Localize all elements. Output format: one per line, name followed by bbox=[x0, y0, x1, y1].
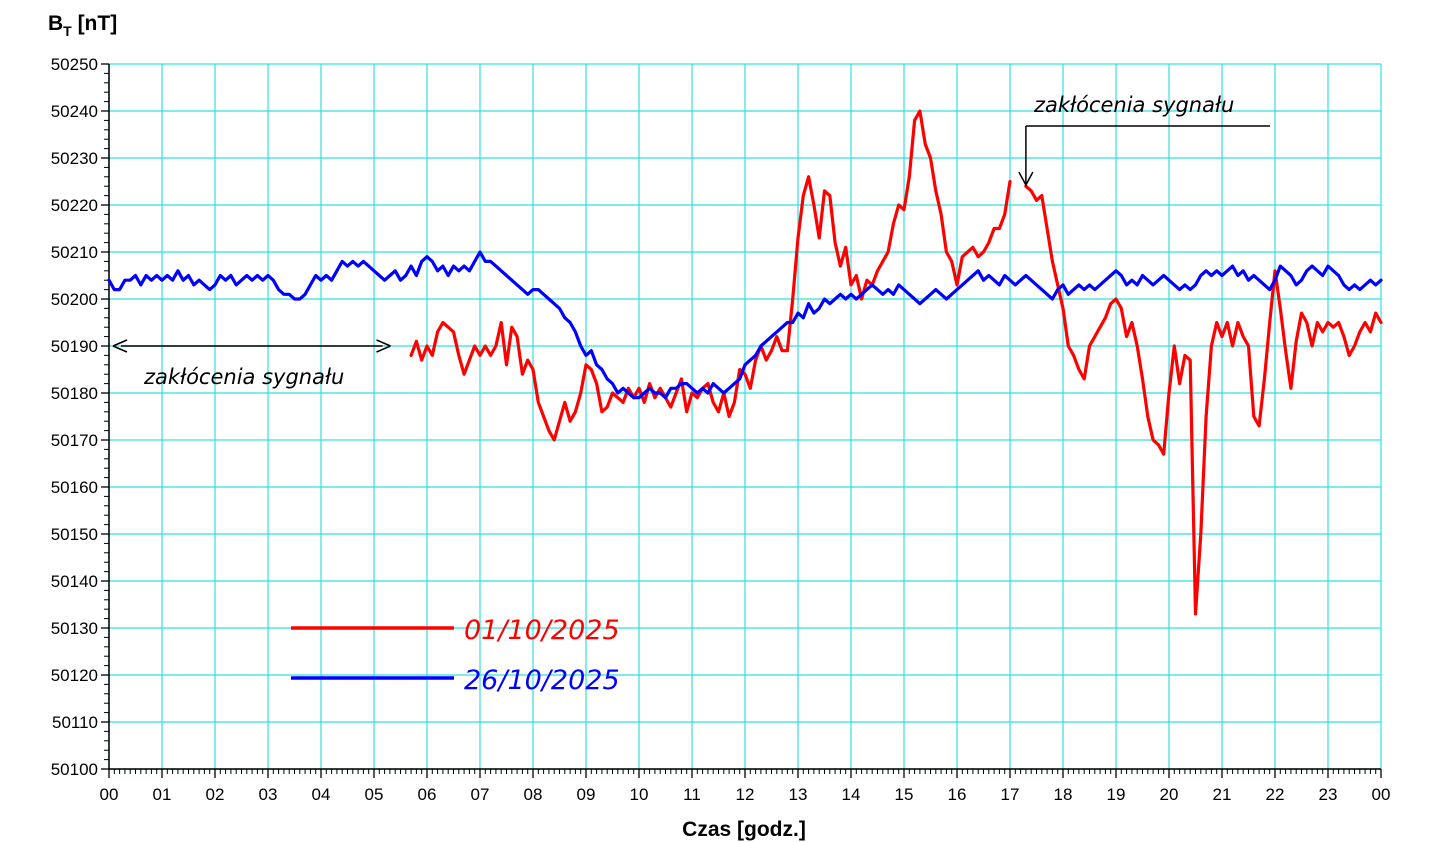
y-tick-label: 50150 bbox=[51, 525, 98, 544]
x-tick-label: 13 bbox=[789, 785, 808, 804]
legend-label-2: 26/10/2025 bbox=[464, 665, 620, 696]
annotation-arrowhead-left bbox=[112, 339, 128, 353]
x-tick-label: 12 bbox=[736, 785, 755, 804]
series-line-2 bbox=[107, 250, 1383, 400]
legend: 01/10/2025 26/10/2025 bbox=[291, 615, 620, 696]
x-tick-label: 00 bbox=[1372, 785, 1391, 804]
legend-label-1: 01/10/2025 bbox=[464, 615, 620, 646]
series-layer bbox=[107, 109, 1383, 616]
annotation-arrowhead-down bbox=[1018, 171, 1034, 187]
x-tick-label: 10 bbox=[630, 785, 649, 804]
annotation-text-1: zakłócenia sygnału bbox=[143, 365, 344, 389]
y-tick-label: 50100 bbox=[51, 760, 98, 779]
x-tick-label: 23 bbox=[1319, 785, 1338, 804]
x-tick-label: 09 bbox=[577, 785, 596, 804]
x-tick-label: 08 bbox=[524, 785, 543, 804]
x-tick-label: 05 bbox=[365, 785, 384, 804]
x-tick-label: 18 bbox=[1054, 785, 1073, 804]
y-tick-label: 50230 bbox=[51, 149, 98, 168]
x-tick-label: 20 bbox=[1160, 785, 1179, 804]
annotation-text-2: zakłócenia sygnału bbox=[1033, 93, 1234, 117]
x-axis-title: Czas [godz.] bbox=[682, 818, 806, 841]
axes: 50100 50110 50120 50130 50140 50150 50160 50170… bbox=[51, 55, 1391, 804]
y-tick-label: 50200 bbox=[51, 290, 98, 309]
x-tick-label: 06 bbox=[418, 785, 437, 804]
y-tick-label: 50170 bbox=[51, 431, 98, 450]
x-tick-label: 19 bbox=[1107, 785, 1126, 804]
x-tick-label: 03 bbox=[259, 785, 278, 804]
y-tick-label: 50240 bbox=[51, 102, 98, 121]
series-line-1 bbox=[1024, 184, 1383, 616]
annotations: zakłócenia sygnału zakłócenia sygnału bbox=[112, 93, 1270, 389]
x-tick-label: 15 bbox=[895, 785, 914, 804]
series-line-1 bbox=[409, 109, 1012, 442]
grid bbox=[108, 63, 1382, 770]
y-tick-label: 50140 bbox=[51, 572, 98, 591]
y-axis-title: BT [nT] bbox=[48, 12, 117, 39]
x-tick-label: 00 bbox=[100, 785, 119, 804]
y-tick-label: 50250 bbox=[51, 55, 98, 74]
y-tick-label: 50160 bbox=[51, 478, 98, 497]
x-tick-label: 04 bbox=[312, 785, 331, 804]
x-tick-label: 16 bbox=[948, 785, 967, 804]
y-tick-label: 50130 bbox=[51, 619, 98, 638]
x-tick-label: 07 bbox=[471, 785, 490, 804]
x-tick-label: 02 bbox=[206, 785, 225, 804]
y-tick-label: 50120 bbox=[51, 666, 98, 685]
x-tick-label: 21 bbox=[1213, 785, 1232, 804]
x-tick-label: 14 bbox=[842, 785, 861, 804]
x-tick-label: 01 bbox=[153, 785, 172, 804]
y-tick-label: 50190 bbox=[51, 337, 98, 356]
x-tick-label: 22 bbox=[1266, 785, 1285, 804]
y-tick-label: 50110 bbox=[52, 713, 98, 732]
x-tick-label: 11 bbox=[683, 785, 701, 804]
y-tick-label: 50220 bbox=[51, 196, 98, 215]
y-tick-label: 50210 bbox=[51, 243, 98, 262]
x-tick-label: 17 bbox=[1001, 785, 1020, 804]
annotation-arrowhead-right bbox=[376, 339, 391, 353]
y-tick-label: 50180 bbox=[51, 384, 98, 403]
